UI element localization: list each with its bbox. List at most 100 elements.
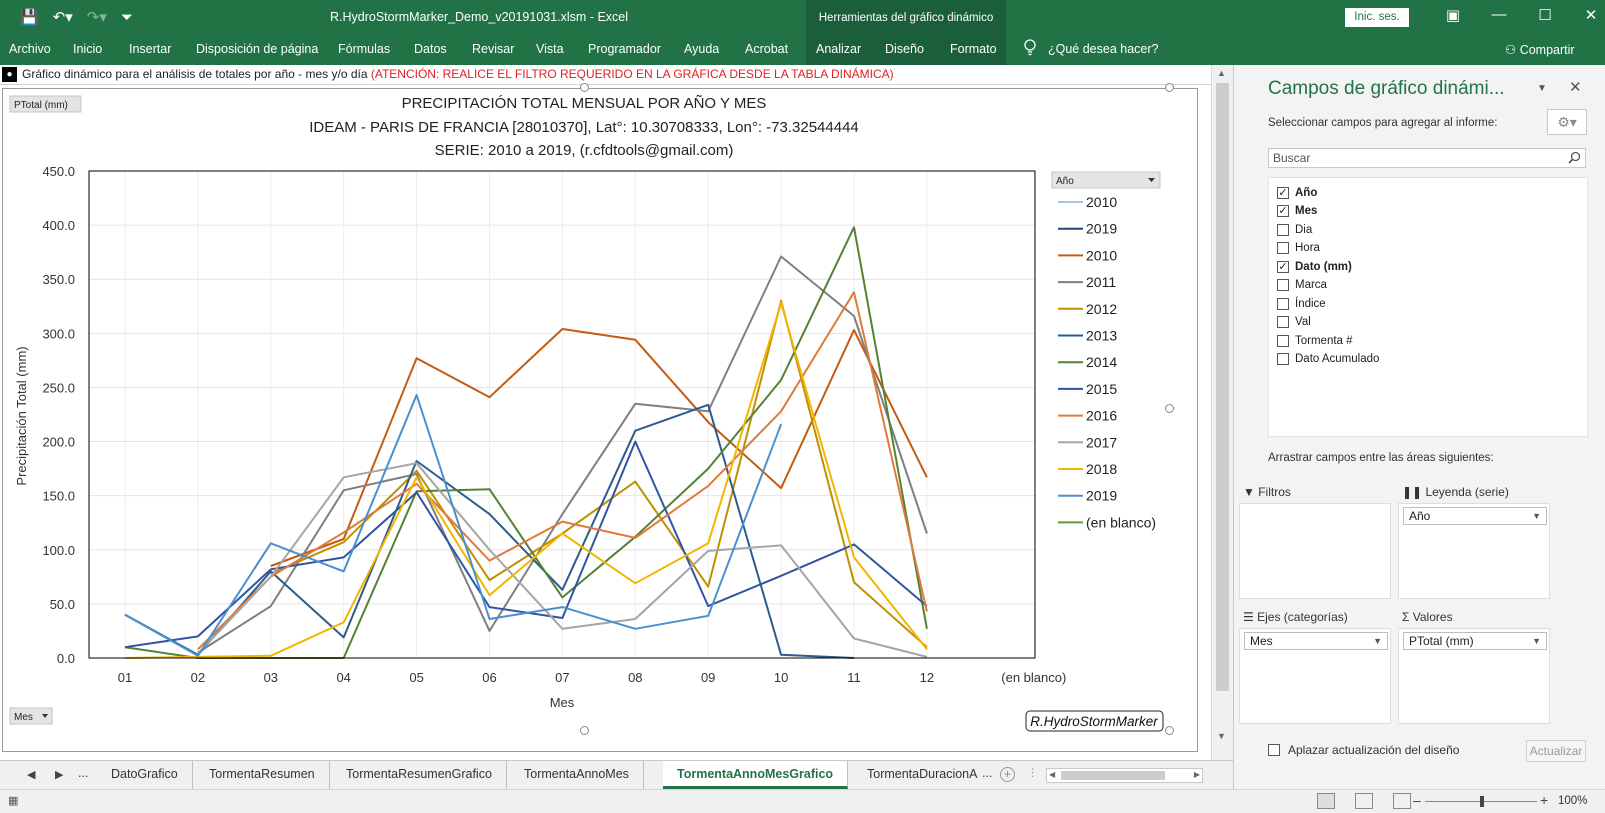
series-line-2016[interactable] xyxy=(197,291,928,651)
add-sheet-icon[interactable]: + xyxy=(1000,767,1015,782)
checkbox-icon[interactable] xyxy=(1277,335,1289,347)
field-mes[interactable]: ✓ Mes xyxy=(1277,202,1317,220)
next-sheet-icon[interactable]: ▶ xyxy=(55,769,64,781)
field-val[interactable]: Val xyxy=(1277,313,1311,331)
checkbox-checked-icon[interactable]: ✓ xyxy=(1277,187,1289,199)
zoom-slider-knob[interactable] xyxy=(1480,796,1484,807)
vertical-scrollbar[interactable]: ▲ ▼ xyxy=(1211,65,1233,760)
checkbox-checked-icon[interactable]: ✓ xyxy=(1277,205,1289,217)
series-line-2010[interactable] xyxy=(270,328,928,567)
tab-formulas[interactable]: Fórmulas xyxy=(338,42,391,56)
prev-sheet-icon[interactable]: ◀ xyxy=(27,769,36,781)
page-break-view-icon[interactable] xyxy=(1393,793,1411,809)
legend-area[interactable]: ❚❚ Leyenda (serie) Año ▼ xyxy=(1398,485,1550,603)
share-button[interactable]: ⚇ Compartir xyxy=(1505,42,1575,57)
series-line-2013[interactable] xyxy=(124,403,855,659)
resize-handle-top[interactable] xyxy=(580,83,589,92)
splitter-icon[interactable]: ⋮ xyxy=(1027,767,1038,779)
checkbox-icon[interactable] xyxy=(1277,279,1289,291)
pane-options-icon[interactable]: ▼ xyxy=(1537,83,1547,94)
maximize-icon[interactable]: ☐ xyxy=(1538,7,1552,24)
macro-record-icon[interactable]: ▦ xyxy=(8,795,19,807)
tab-insertar[interactable]: Insertar xyxy=(129,42,172,56)
sheet-tab-active[interactable]: TormentaAnnoMesGrafico xyxy=(663,761,849,789)
tab-formato[interactable]: Formato xyxy=(950,42,997,56)
field-tormenta[interactable]: Tormenta # xyxy=(1277,332,1353,350)
resize-handle-right[interactable] xyxy=(1165,404,1174,413)
field-dia[interactable]: Dia xyxy=(1277,221,1312,239)
sheet-tab[interactable]: TormentaAnnoMes xyxy=(510,761,644,789)
zoom-slider[interactable] xyxy=(1425,796,1537,807)
zoom-in-icon[interactable]: + xyxy=(1540,792,1549,808)
scroll-right-icon[interactable]: ▶ xyxy=(1193,770,1200,779)
redo-icon[interactable]: ↷▾ xyxy=(86,9,107,26)
sign-in-button[interactable]: Inic. ses. xyxy=(1345,8,1409,27)
series-line-2019[interactable] xyxy=(124,394,783,657)
ribbon-display-icon[interactable]: ▣ xyxy=(1445,7,1461,24)
field-marca[interactable]: Marca xyxy=(1277,276,1327,294)
scroll-up-icon[interactable]: ▲ xyxy=(1217,68,1226,78)
close-pane-icon[interactable]: ✕ xyxy=(1569,79,1582,96)
series-line-2011[interactable] xyxy=(197,255,928,654)
checkbox-checked-icon[interactable]: ✓ xyxy=(1277,261,1289,273)
scroll-left-icon[interactable]: ◀ xyxy=(1049,770,1056,779)
axes-area[interactable]: ☰ Ejes (categorías) Mes ▼ xyxy=(1239,610,1391,728)
tab-disposicion[interactable]: Disposición de página xyxy=(196,42,319,56)
more-sheets-left[interactable]: ... xyxy=(78,766,89,780)
zoom-level[interactable]: 100% xyxy=(1558,795,1588,807)
series-line-2017[interactable] xyxy=(197,462,928,658)
chevron-down-icon[interactable]: ▼ xyxy=(1532,511,1541,521)
series-line-2018[interactable] xyxy=(124,302,928,659)
checkbox-icon[interactable] xyxy=(1277,242,1289,254)
save-icon[interactable]: 💾 xyxy=(20,9,39,26)
checkbox-icon[interactable] xyxy=(1277,298,1289,310)
tell-me-search[interactable]: ¿Qué desea hacer? xyxy=(1048,42,1159,56)
axes-drop-zone[interactable]: Mes ▼ xyxy=(1239,628,1391,724)
axis-field-button[interactable]: Mes xyxy=(9,707,53,725)
tab-revisar[interactable]: Revisar xyxy=(472,42,515,56)
pivot-chart[interactable]: 0.0 50.0 100.0 150.0 200.0 250.0 300.0 350.0 400… xyxy=(2,88,1198,752)
axes-field-pill[interactable]: Mes ▼ xyxy=(1244,632,1388,650)
field-ano[interactable]: ✓ Año xyxy=(1277,184,1317,202)
tab-ayuda[interactable]: Ayuda xyxy=(684,42,720,56)
checkbox-icon[interactable] xyxy=(1277,224,1289,236)
sheet-tab[interactable]: DatoGrafico xyxy=(97,761,193,789)
checkbox-icon[interactable] xyxy=(1268,744,1280,756)
field-dato-acumulado[interactable]: Dato Acumulado xyxy=(1277,350,1379,368)
field-indice[interactable]: Índice xyxy=(1277,295,1326,313)
update-button[interactable]: Actualizar xyxy=(1526,740,1586,762)
values-drop-zone[interactable]: PTotal (mm) ▼ xyxy=(1398,628,1550,724)
minimize-icon[interactable]: — xyxy=(1491,6,1507,23)
tab-vista[interactable]: Vista xyxy=(536,42,564,56)
resize-handle-top-right[interactable] xyxy=(1165,83,1174,92)
gear-icon[interactable]: ⚙▾ xyxy=(1547,109,1587,135)
tab-diseno[interactable]: Diseño xyxy=(885,42,924,56)
tab-analizar[interactable]: Analizar xyxy=(816,42,862,56)
scroll-down-icon[interactable]: ▼ xyxy=(1217,731,1226,741)
zoom-out-icon[interactable]: – xyxy=(1413,792,1421,808)
tab-acrobat[interactable]: Acrobat xyxy=(745,42,789,56)
sheet-tab[interactable]: TormentaResumen xyxy=(195,761,330,789)
defer-update[interactable]: Aplazar actualización del diseño xyxy=(1268,743,1459,757)
close-icon[interactable]: ✕ xyxy=(1584,7,1598,24)
legend-field-pill[interactable]: Año ▼ xyxy=(1403,507,1547,525)
sheet-tab[interactable]: TormentaDuracionA xyxy=(867,767,978,781)
horizontal-scrollbar[interactable]: ◀ ▶ xyxy=(1046,768,1203,783)
page-layout-view-icon[interactable] xyxy=(1355,793,1373,809)
sheet-tab[interactable]: TormentaResumenGrafico xyxy=(332,761,507,789)
series-line-2012[interactable] xyxy=(270,299,928,648)
values-area[interactable]: Σ Valores PTotal (mm) ▼ xyxy=(1398,610,1550,728)
value-field-button[interactable]: PTotal (mm) xyxy=(9,95,82,113)
normal-view-icon[interactable] xyxy=(1317,793,1335,809)
tab-inicio[interactable]: Inicio xyxy=(73,42,103,56)
filters-area[interactable]: ▼ Filtros xyxy=(1239,485,1391,603)
legend-drop-zone[interactable]: Año ▼ xyxy=(1398,503,1550,599)
vertical-scroll-thumb[interactable] xyxy=(1216,83,1229,691)
more-sheets-right[interactable]: ... xyxy=(982,766,993,780)
legend-field-button[interactable]: Año xyxy=(1051,171,1161,189)
horizontal-scroll-thumb[interactable] xyxy=(1061,771,1165,780)
tab-datos[interactable]: Datos xyxy=(414,42,447,56)
tab-programador[interactable]: Programador xyxy=(588,42,661,56)
customize-qat-icon[interactable]: ⏷ xyxy=(120,8,133,26)
field-dato[interactable]: ✓ Dato (mm) xyxy=(1277,258,1352,276)
